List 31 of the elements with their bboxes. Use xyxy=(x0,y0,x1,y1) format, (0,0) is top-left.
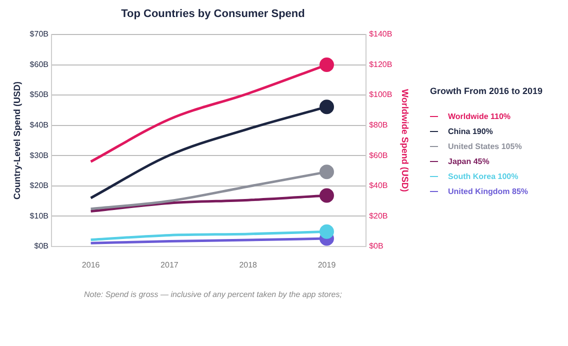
y2-tick-label: $120B xyxy=(369,60,392,69)
y2-tick-label: $140B xyxy=(369,30,392,39)
legend-label: Japan 45% xyxy=(448,157,490,166)
x-tick-label: 2018 xyxy=(239,260,258,270)
y-tick-label: $60B xyxy=(30,60,48,69)
y2-tick-label: $20B xyxy=(369,211,388,220)
y2-tick-label: $100B xyxy=(369,90,392,100)
chart-title: Top Countries by Consumer Spend xyxy=(120,8,306,20)
y2-tick-label: $0B xyxy=(369,242,384,251)
y2-tick-label: $80B xyxy=(369,120,388,130)
legend-label: United Kingdom 85% xyxy=(448,187,528,196)
x-tick-label: 2016 xyxy=(82,260,100,270)
text: Note: Spend is gross — inclusive of any percent taken by the app stores; xyxy=(83,290,343,299)
y-tick-label: $70B xyxy=(30,30,48,39)
legend-label: China 190% xyxy=(448,127,493,136)
y2-axis-title: Worldwide Spend (USD) xyxy=(400,89,410,192)
legend-label: South Korea 100% xyxy=(448,172,518,181)
x-tick-label: 2017 xyxy=(160,260,179,270)
y-axis-title: Country-Level Spend (USD) xyxy=(12,81,22,200)
y-tick-label: $10B xyxy=(30,211,48,220)
y-tick-label: $30B xyxy=(30,150,48,160)
legend-label: Worldwide 110% xyxy=(448,112,511,121)
y2-tick-label: $60B xyxy=(369,150,388,160)
y2-tick-label: $40B xyxy=(369,181,388,190)
x-tick-label: 2019 xyxy=(318,260,336,270)
y-tick-label: $40B xyxy=(30,120,48,130)
y-tick-label: $50B xyxy=(30,90,48,100)
y-tick-label: $0B xyxy=(34,242,48,251)
y-tick-label: $20B xyxy=(30,181,48,190)
legend-title: Growth From 2016 to 2019 xyxy=(430,86,544,96)
legend-label: United States 105% xyxy=(448,142,522,151)
